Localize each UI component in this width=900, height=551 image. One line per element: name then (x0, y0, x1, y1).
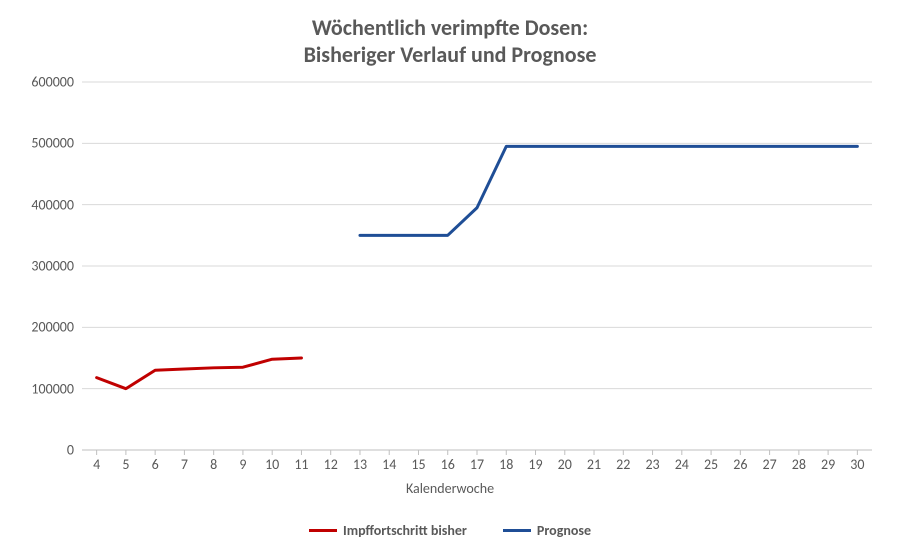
legend-item-prognose: Prognose (503, 522, 591, 539)
plot-svg (82, 82, 872, 450)
chart-title-line2: Bisheriger Verlauf und Prognose (0, 41, 900, 68)
legend-swatch (309, 529, 337, 532)
vaccine-doses-chart: Wöchentlich verimpfte Dosen: Bisheriger … (0, 0, 900, 551)
y-tick-label: 200000 (31, 319, 82, 336)
y-tick-label: 500000 (31, 135, 82, 152)
x-tick-label: 16 (441, 450, 455, 473)
x-tick-label: 4 (93, 450, 100, 473)
x-tick-label: 11 (294, 450, 308, 473)
x-tick-label: 8 (210, 450, 217, 473)
x-tick-label: 14 (382, 450, 396, 473)
x-tick-label: 7 (181, 450, 188, 473)
x-tick-label: 29 (821, 450, 835, 473)
x-tick-label: 27 (762, 450, 776, 473)
x-tick-label: 30 (850, 450, 864, 473)
y-tick-label: 300000 (31, 258, 82, 275)
legend-item-bisher: Impffortschritt bisher (309, 522, 467, 539)
y-tick-label: 100000 (31, 380, 82, 397)
x-tick-label: 13 (353, 450, 367, 473)
y-tick-label: 0 (67, 442, 82, 459)
chart-title-line1: Wöchentlich verimpfte Dosen: (0, 14, 900, 41)
x-tick-label: 22 (616, 450, 630, 473)
x-tick-label: 24 (675, 450, 689, 473)
x-tick-label: 5 (122, 450, 129, 473)
x-tick-label: 15 (411, 450, 425, 473)
x-tick-label: 9 (239, 450, 246, 473)
x-tick-label: 23 (645, 450, 659, 473)
series-line-prognose (360, 146, 857, 235)
x-tick-label: 19 (528, 450, 542, 473)
x-tick-label: 12 (324, 450, 338, 473)
legend-swatch (503, 529, 531, 532)
series-line-bisher (97, 358, 302, 389)
legend: Impffortschritt bisher Prognose (0, 518, 900, 539)
x-tick-label: 17 (470, 450, 484, 473)
y-tick-label: 400000 (31, 196, 82, 213)
x-tick-label: 18 (499, 450, 513, 473)
x-tick-label: 21 (587, 450, 601, 473)
y-tick-label: 600000 (31, 74, 82, 91)
chart-title: Wöchentlich verimpfte Dosen: Bisheriger … (0, 14, 900, 68)
x-tick-label: 26 (733, 450, 747, 473)
x-tick-label: 28 (792, 450, 806, 473)
x-tick-label: 20 (558, 450, 572, 473)
x-tick-label: 25 (704, 450, 718, 473)
x-axis-label: Kalenderwoche (406, 480, 494, 497)
x-tick-label: 6 (152, 450, 159, 473)
plot-area: 0100000200000300000400000500000600000456… (82, 82, 872, 450)
x-tick-label: 10 (265, 450, 279, 473)
legend-label: Prognose (537, 522, 591, 539)
legend-label: Impffortschritt bisher (343, 522, 467, 539)
